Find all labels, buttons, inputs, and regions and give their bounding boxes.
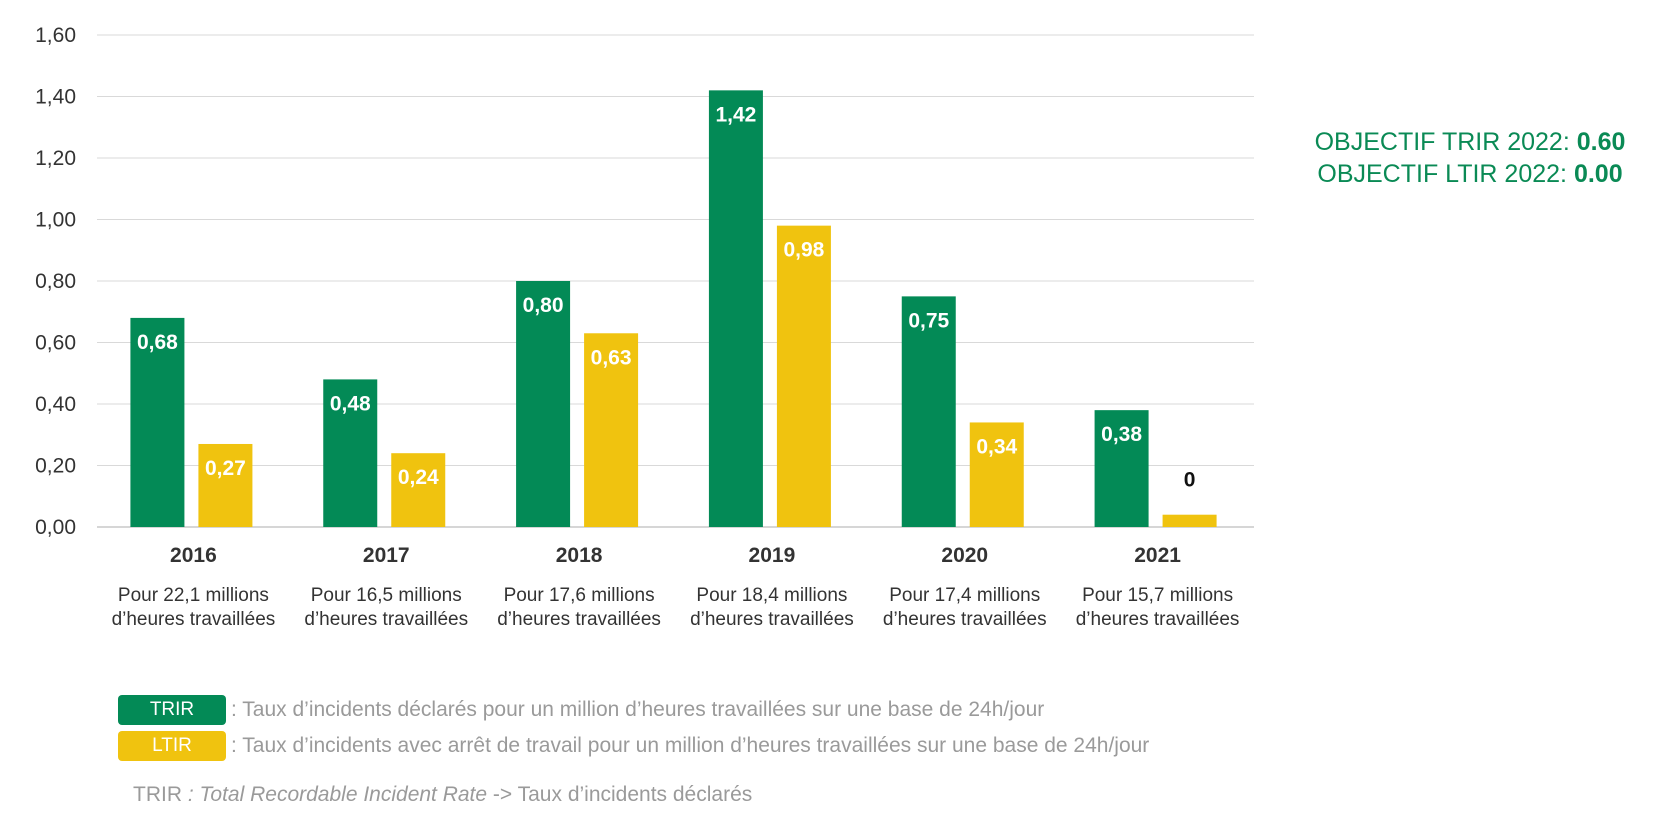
data-label-ltir-2021: 0: [1184, 469, 1196, 492]
legend-text-ltir: : Taux d’incidents avec arrêt de travail…: [231, 734, 1150, 757]
data-label-ltir-2018: 0,63: [591, 346, 632, 369]
bar-trir-2021: [1094, 410, 1149, 527]
bar-ltir-2019: [776, 225, 831, 527]
footnote-italic: : Total Recordable Incident Rate: [182, 783, 488, 806]
objective-ltir-value: 0.00: [1573, 160, 1623, 188]
data-label-trir-2020: 0,75: [908, 309, 949, 332]
bar-trir-2017: [323, 379, 378, 527]
footnote-suffix: -> Taux d’incidents déclarés: [487, 783, 753, 806]
x-category-label: 2018: [556, 544, 603, 567]
data-labels: 0,68 0,48 0,80 1,42 0,75 0,38 0,27 0,24 0,63 0,98…: [137, 103, 1195, 491]
x-category-sublabel: d’heures travaillées: [112, 609, 276, 630]
data-label-trir-2018: 0,80: [523, 294, 564, 317]
x-axis-categories: 2016 Pour 22,1 millions d’heures travaillé…: [112, 544, 1240, 630]
bar-trir-2018: [516, 281, 571, 527]
bar-ltir-2017: [391, 453, 446, 527]
x-category-sublabel: d’heures travaillées: [1076, 609, 1240, 630]
y-axis-ticks: 0,00 0,20 0,40 0,60 0,80 1,00 1,20 1,40 1,60: [35, 24, 76, 539]
bar-trir-2020: [901, 296, 956, 527]
footnote-prefix: TRIR: [133, 783, 182, 806]
grid-lines: [97, 34, 1254, 528]
x-category-label: 2016: [170, 544, 217, 567]
x-category-label: 2020: [941, 544, 988, 567]
legend-text-trir: : Taux d’incidents déclarés pour un mill…: [231, 698, 1045, 721]
data-label-ltir-2016: 0,27: [205, 457, 246, 480]
legend-badge-trir: TRIR: [118, 695, 226, 725]
bar-chart: 0,00 0,20 0,40 0,60 0,80 1,00 1,20 1,40 1,60 0,6…: [35, 24, 1254, 630]
bar-trir-2019: [708, 90, 763, 527]
y-tick-label: 0,20: [35, 455, 76, 478]
y-tick-label: 0,80: [35, 270, 76, 293]
x-category-sublabel: Pour 15,7 millions: [1082, 585, 1233, 606]
data-label-trir-2017: 0,48: [330, 392, 371, 415]
x-category-label: 2021: [1134, 544, 1181, 567]
x-category-sublabel: Pour 16,5 millions: [311, 585, 462, 606]
data-label-trir-2016: 0,68: [137, 331, 178, 354]
x-category-sublabel: Pour 18,4 millions: [696, 585, 847, 606]
bar-ltir-2020: [969, 422, 1024, 527]
x-category-sublabel: Pour 17,6 millions: [504, 585, 655, 606]
legend-item-trir: TRIR : Taux d’incidents déclarés pour un…: [118, 692, 1149, 728]
x-category-sublabel: d’heures travaillées: [497, 609, 661, 630]
objective-trir: OBJECTIF TRIR 2022: 0.60: [1285, 126, 1655, 158]
bar-ltir-2018: [584, 333, 639, 527]
objective-trir-value: 0.60: [1576, 128, 1626, 156]
legend-badge-ltir: LTIR: [118, 731, 226, 761]
bar-ltir-2021: [1162, 514, 1217, 527]
x-category-label: 2019: [749, 544, 796, 567]
y-tick-label: 0,60: [35, 332, 76, 355]
bar-ltir-2016: [198, 443, 253, 527]
x-category-sublabel: d’heures travaillées: [883, 609, 1047, 630]
data-label-trir-2021: 0,38: [1101, 423, 1142, 446]
objective-trir-label: OBJECTIF TRIR 2022:: [1314, 128, 1577, 156]
legend: TRIR : Taux d’incidents déclarés pour un…: [118, 692, 1149, 764]
y-tick-label: 1,20: [35, 147, 76, 170]
y-tick-label: 1,60: [35, 24, 76, 47]
objectives-panel: OBJECTIF TRIR 2022: 0.60 OBJECTIF LTIR 2…: [1285, 126, 1655, 190]
footnote: TRIR : Total Recordable Incident Rate ->…: [133, 783, 752, 807]
y-tick-label: 0,40: [35, 393, 76, 416]
data-label-ltir-2019: 0,98: [783, 239, 824, 262]
legend-item-ltir: LTIR : Taux d’incidents avec arrêt de tr…: [118, 728, 1149, 764]
data-label-ltir-2020: 0,34: [976, 435, 1017, 458]
x-category-sublabel: Pour 22,1 millions: [118, 585, 269, 606]
y-tick-label: 0,00: [35, 516, 76, 539]
x-category-sublabel: d’heures travaillées: [304, 609, 468, 630]
bar-trir-2016: [130, 317, 185, 527]
y-tick-label: 1,00: [35, 209, 76, 232]
data-label-ltir-2017: 0,24: [398, 466, 439, 489]
data-label-trir-2019: 1,42: [715, 103, 756, 126]
x-category-sublabel: d’heures travaillées: [690, 609, 854, 630]
objective-ltir: OBJECTIF LTIR 2022: 0.00: [1285, 158, 1655, 190]
y-tick-label: 1,40: [35, 86, 76, 109]
x-category-label: 2017: [363, 544, 410, 567]
bars: [130, 90, 1217, 527]
x-category-sublabel: Pour 17,4 millions: [889, 585, 1040, 606]
objective-ltir-label: OBJECTIF LTIR 2022:: [1317, 160, 1574, 188]
